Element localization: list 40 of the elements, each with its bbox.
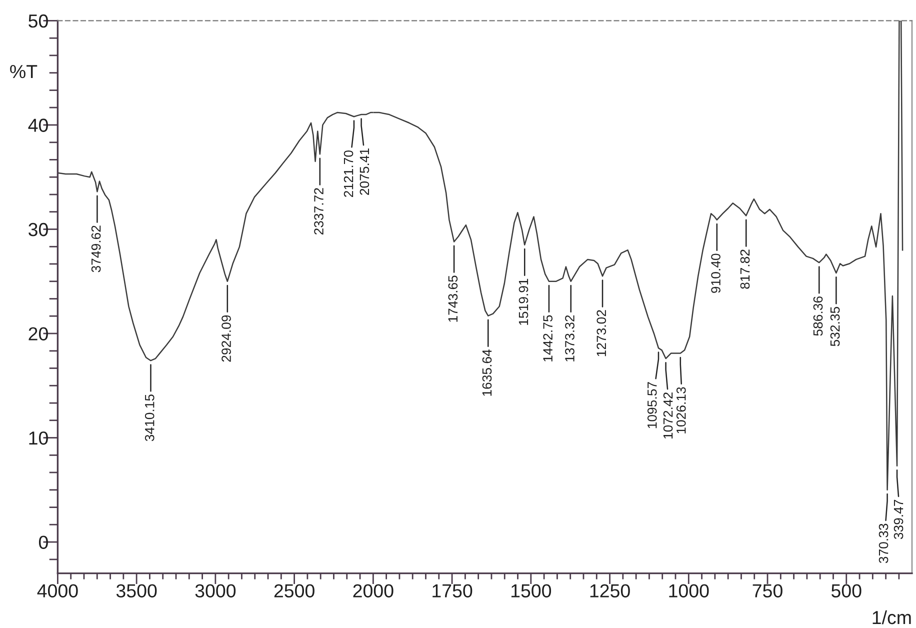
x-axis-title: 1/cm [872,610,911,624]
x-tick-label: 2500 [274,584,314,598]
x-tick-label: 750 [752,584,782,598]
annotation: 532.35 [830,306,840,346]
x-tick-label: 1750 [432,584,472,598]
annotation: 1072.42 [663,392,673,439]
y-tick-label: 40 [28,118,48,132]
annotation: 1026.13 [676,387,686,434]
annotation: 1273.02 [596,310,606,356]
annotation: 3749.62 [91,226,101,272]
annotation: 817.82 [740,250,750,289]
y-tick-label: 30 [28,222,48,236]
annotation: 2337.72 [314,188,324,235]
annotation: 1373.32 [565,315,574,362]
y-axis-title: %T [10,65,38,78]
annotation: 1635.64 [482,349,492,396]
y-tick-label: 10 [29,431,48,445]
annotation: 1519.91 [518,278,528,325]
annotation: 370.33 [878,524,888,564]
x-tick-label: 1250 [590,584,630,598]
x-tick-label: 3500 [116,584,157,598]
x-tick-label: 1000 [669,584,709,598]
annotation: 2121.70 [344,150,354,197]
x-tick-label: 1500 [511,584,552,598]
annotation: 910.40 [711,254,720,293]
annotation: 586.36 [813,296,823,336]
x-tick-label: 500 [831,584,862,598]
annotation: 2924.09 [222,315,231,362]
y-tick-label: 50 [28,14,48,28]
annotation: 1095.57 [647,382,657,428]
annotation: 1442.75 [543,315,553,362]
x-tick-label: 3000 [195,584,236,598]
annotation: 1743.65 [448,276,458,322]
y-tick-label: 20 [28,327,48,340]
annotation: 3410.15 [144,394,154,442]
annotation: 2075.41 [360,148,370,195]
x-tick-label: 2000 [353,584,394,598]
x-tick-label: 4000 [37,584,78,598]
annotation: 339.47 [894,500,904,540]
y-tick-label: 0 [38,536,48,549]
